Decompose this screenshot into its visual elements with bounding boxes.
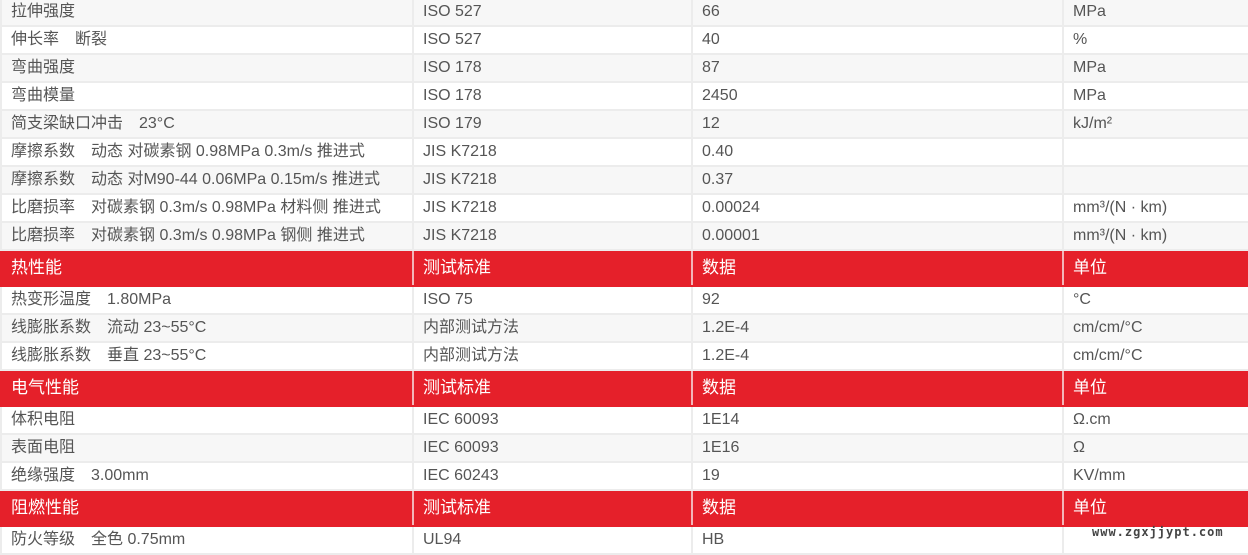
cell-property: 表面电阻	[0, 433, 414, 463]
cell-property: 线膨胀系数 流动 23~55°C	[0, 313, 414, 343]
cell-property: 比磨损率 对碳素钢 0.3m/s 0.98MPa 钢侧 推进式	[0, 221, 414, 251]
section-header-row: 电气性能 测试标准 数据 单位	[0, 369, 1248, 407]
cell-value: 1.2E-4	[691, 313, 1064, 343]
cell-test-standard: ISO 178	[412, 53, 693, 83]
cell-value: 66	[691, 0, 1064, 27]
table-row: 弯曲强度 ISO 178 87 MPa	[0, 53, 1248, 83]
cell-test-standard: ISO 178	[412, 81, 693, 111]
cell-test-standard: JIS K7218	[412, 221, 693, 251]
cell-value: 0.40	[691, 137, 1064, 167]
cell-unit: mm³/(N · km)	[1062, 193, 1248, 223]
cell-value: 0.00024	[691, 193, 1064, 223]
cell-property: 简支梁缺口冲击 23°C	[0, 109, 414, 139]
cell-property: 伸长率 断裂	[0, 25, 414, 55]
cell-property: 摩擦系数 动态 对碳素钢 0.98MPa 0.3m/s 推进式	[0, 137, 414, 167]
cell-property: 防火等级 全色 0.75mm	[0, 525, 414, 555]
cell-test-standard: 内部测试方法	[412, 341, 693, 371]
header-property: 热性能	[0, 249, 414, 287]
cell-property: 热变形温度 1.80MPa	[0, 285, 414, 315]
cell-value: 19	[691, 461, 1064, 491]
cell-property: 弯曲模量	[0, 81, 414, 111]
cell-unit: %	[1062, 25, 1248, 55]
cell-value: 1.2E-4	[691, 341, 1064, 371]
cell-value: 2450	[691, 81, 1064, 111]
table-row: 摩擦系数 动态 对碳素钢 0.98MPa 0.3m/s 推进式 JIS K7218…	[0, 137, 1248, 167]
cell-property: 弯曲强度	[0, 53, 414, 83]
header-unit: 单位	[1062, 249, 1248, 287]
cell-value: HB	[691, 525, 1064, 555]
watermark: www.zgxjjypt.com	[1092, 525, 1224, 539]
cell-value: 0.37	[691, 165, 1064, 195]
cell-unit: Ω.cm	[1062, 405, 1248, 435]
table-row: 简支梁缺口冲击 23°C ISO 179 12 kJ/m²	[0, 109, 1248, 139]
cell-test-standard: ISO 179	[412, 109, 693, 139]
cell-test-standard: ISO 75	[412, 285, 693, 315]
table-row: 比磨损率 对碳素钢 0.3m/s 0.98MPa 钢侧 推进式 JIS K7218…	[0, 221, 1248, 251]
table-row: 体积电阻 IEC 60093 1E14 Ω.cm	[0, 405, 1248, 435]
cell-test-standard: IEC 60093	[412, 433, 693, 463]
cell-unit: cm/cm/°C	[1062, 341, 1248, 371]
table-row: 线膨胀系数 垂直 23~55°C 内部测试方法 1.2E-4 cm/cm/°C	[0, 341, 1248, 371]
cell-value: 87	[691, 53, 1064, 83]
cell-unit: MPa	[1062, 53, 1248, 83]
cell-unit	[1062, 165, 1248, 195]
table-row: 拉伸强度 ISO 527 66 MPa	[0, 0, 1248, 27]
table-row: 表面电阻 IEC 60093 1E16 Ω	[0, 433, 1248, 463]
cell-test-standard: JIS K7218	[412, 165, 693, 195]
header-unit: 单位	[1062, 489, 1248, 527]
cell-property: 体积电阻	[0, 405, 414, 435]
table-row: 比磨损率 对碳素钢 0.3m/s 0.98MPa 材料侧 推进式 JIS K721…	[0, 193, 1248, 223]
header-property: 电气性能	[0, 369, 414, 407]
cell-property: 摩擦系数 动态 对M90-44 0.06MPa 0.15m/s 推进式	[0, 165, 414, 195]
cell-unit: cm/cm/°C	[1062, 313, 1248, 343]
cell-property: 线膨胀系数 垂直 23~55°C	[0, 341, 414, 371]
table-row: 热变形温度 1.80MPa ISO 75 92 °C	[0, 285, 1248, 315]
section-header-row: 阻燃性能 测试标准 数据 单位	[0, 489, 1248, 527]
cell-property: 拉伸强度	[0, 0, 414, 27]
cell-test-standard: IEC 60093	[412, 405, 693, 435]
cell-test-standard: ISO 527	[412, 0, 693, 27]
cell-unit: kJ/m²	[1062, 109, 1248, 139]
table-row: 弯曲模量 ISO 178 2450 MPa	[0, 81, 1248, 111]
cell-test-standard: JIS K7218	[412, 193, 693, 223]
table-row: 摩擦系数 动态 对M90-44 0.06MPa 0.15m/s 推进式 JIS K…	[0, 165, 1248, 195]
header-value: 数据	[691, 369, 1064, 407]
cell-unit: KV/mm	[1062, 461, 1248, 491]
cell-test-standard: UL94	[412, 525, 693, 555]
cell-unit: Ω	[1062, 433, 1248, 463]
cell-test-standard: JIS K7218	[412, 137, 693, 167]
cell-value: 92	[691, 285, 1064, 315]
cell-test-standard: IEC 60243	[412, 461, 693, 491]
cell-test-standard: ISO 527	[412, 25, 693, 55]
cell-test-standard: 内部测试方法	[412, 313, 693, 343]
section-header-row: 热性能 测试标准 数据 单位	[0, 249, 1248, 287]
header-test-standard: 测试标准	[412, 369, 693, 407]
cell-value: 1E14	[691, 405, 1064, 435]
header-unit: 单位	[1062, 369, 1248, 407]
cell-unit	[1062, 137, 1248, 167]
cell-value: 40	[691, 25, 1064, 55]
cell-unit: MPa	[1062, 0, 1248, 27]
cell-unit: MPa	[1062, 81, 1248, 111]
cell-property: 比磨损率 对碳素钢 0.3m/s 0.98MPa 材料侧 推进式	[0, 193, 414, 223]
header-property: 阻燃性能	[0, 489, 414, 527]
header-test-standard: 测试标准	[412, 489, 693, 527]
table-row: 绝缘强度 3.00mm IEC 60243 19 KV/mm	[0, 461, 1248, 491]
header-value: 数据	[691, 249, 1064, 287]
table-row: 伸长率 断裂 ISO 527 40%	[0, 25, 1248, 55]
cell-value: 1E16	[691, 433, 1064, 463]
cell-unit	[1062, 525, 1248, 555]
cell-value: 12	[691, 109, 1064, 139]
cell-unit: mm³/(N · km)	[1062, 221, 1248, 251]
header-value: 数据	[691, 489, 1064, 527]
cell-value: 0.00001	[691, 221, 1064, 251]
cell-unit: °C	[1062, 285, 1248, 315]
header-test-standard: 测试标准	[412, 249, 693, 287]
table-row: 线膨胀系数 流动 23~55°C 内部测试方法 1.2E-4 cm/cm/°C	[0, 313, 1248, 343]
cell-property: 绝缘强度 3.00mm	[0, 461, 414, 491]
table-row: 防火等级 全色 0.75mm UL94 HB	[0, 525, 1248, 555]
